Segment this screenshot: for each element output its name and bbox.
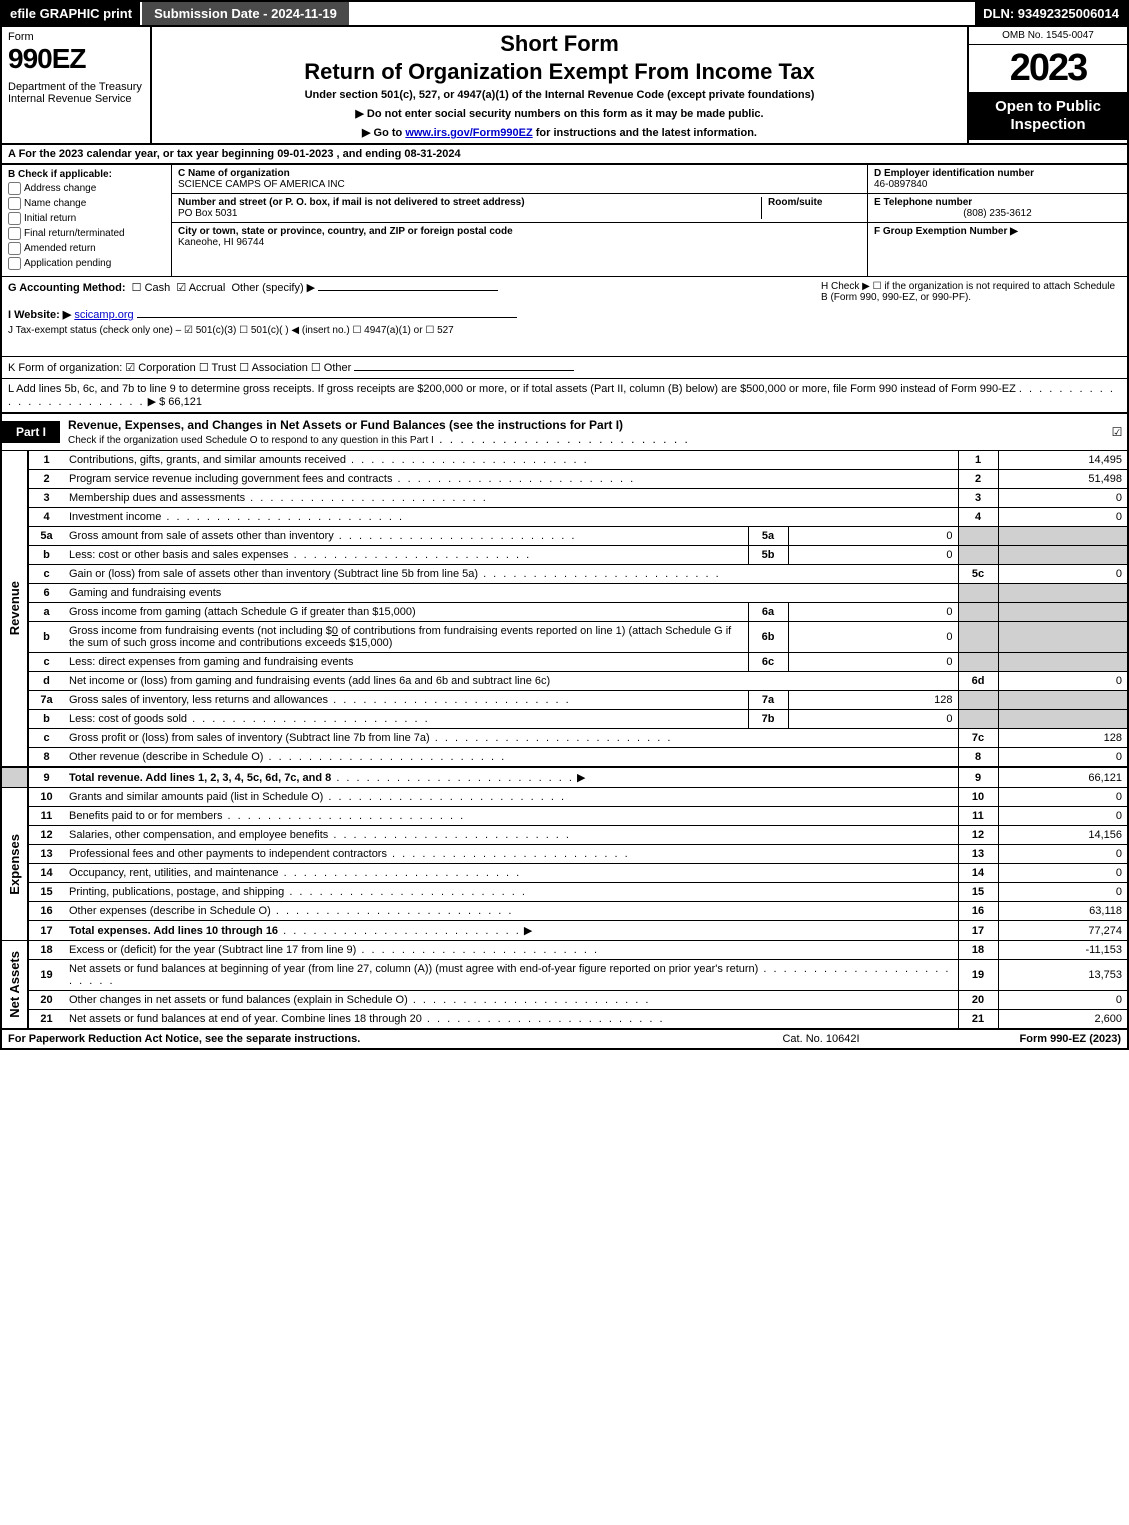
line6a-value: 0 [788,603,958,622]
city-value: Kaneohe, HI 96744 [178,237,861,248]
line6d-value: 0 [998,672,1128,691]
org-name: SCIENCE CAMPS OF AMERICA INC [178,179,861,190]
irs-link[interactable]: www.irs.gov/Form990EZ [405,127,532,139]
section-b-title: B Check if applicable: [8,169,165,180]
goto-prefix: ▶ Go to [362,127,405,139]
line18-value: -11,153 [998,941,1128,960]
part1-schedule-o-check[interactable]: ☑ [1107,425,1127,439]
section-bcdef: B Check if applicable: Address change Na… [0,165,1129,277]
section-c: C Name of organization SCIENCE CAMPS OF … [172,165,867,276]
omb-number: OMB No. 1545-0047 [969,27,1127,45]
title-subtitle: Under section 501(c), 527, or 4947(a)(1)… [160,89,959,101]
phone-label: E Telephone number [874,197,1121,208]
page-footer: For Paperwork Reduction Act Notice, see … [0,1029,1129,1050]
line4-value: 0 [998,508,1128,527]
top-bar: efile GRAPHIC print Submission Date - 20… [0,0,1129,27]
goto-line: ▶ Go to www.irs.gov/Form990EZ for instru… [160,126,959,139]
ein-label: D Employer identification number [874,168,1121,179]
check-address-change[interactable]: Address change [8,182,165,195]
street-value: PO Box 5031 [178,208,761,219]
gross-receipts-value: 66,121 [168,396,202,408]
line15-value: 0 [998,883,1128,902]
line8-value: 0 [998,748,1128,768]
goto-suffix: for instructions and the latest informat… [533,127,757,139]
check-initial-return[interactable]: Initial return [8,212,165,225]
dln-label: DLN: 93492325006014 [975,2,1127,25]
line9-value: 66,121 [998,767,1128,788]
part1-title: Revenue, Expenses, and Changes in Net As… [60,414,1107,450]
line11-value: 0 [998,807,1128,826]
check-application-pending[interactable]: Application pending [8,257,165,270]
room-label: Room/suite [768,197,861,208]
line21-value: 2,600 [998,1010,1128,1029]
form-title-block: Short Form Return of Organization Exempt… [152,27,967,143]
part1-tab: Part I [2,421,60,443]
line5c-value: 0 [998,565,1128,584]
city-label: City or town, state or province, country… [178,226,861,237]
row-a-tax-year: A For the 2023 calendar year, or tax yea… [0,145,1129,165]
ein-value: 46-0897840 [874,179,1121,190]
section-b: B Check if applicable: Address change Na… [2,165,172,276]
line13-value: 0 [998,845,1128,864]
tax-year: 2023 [969,45,1127,92]
street-label: Number and street (or P. O. box, if mail… [178,197,761,208]
line5a-value: 0 [788,527,958,546]
group-exemption-label: F Group Exemption Number ▶ [874,226,1121,237]
check-final-return[interactable]: Final return/terminated [8,227,165,240]
form-header: Form 990EZ Department of the Treasury In… [0,27,1129,145]
part1-header: Part I Revenue, Expenses, and Changes in… [0,414,1129,451]
section-i: I Website: ▶ scicamp.org [8,308,1121,321]
form-number: 990EZ [8,43,144,75]
line3-value: 0 [998,489,1128,508]
form-year-block: OMB No. 1545-0047 2023 Open to Public In… [967,27,1127,143]
line16-value: 63,118 [998,902,1128,921]
expenses-vlabel: Expenses [7,834,22,895]
line14-value: 0 [998,864,1128,883]
section-l: L Add lines 5b, 6c, and 7b to line 9 to … [0,379,1129,414]
line12-value: 14,156 [998,826,1128,845]
line7b-value: 0 [788,710,958,729]
line20-value: 0 [998,991,1128,1010]
section-k: K Form of organization: ☑ Corporation ☐ … [0,357,1129,379]
check-amended-return[interactable]: Amended return [8,242,165,255]
revenue-vlabel: Revenue [7,581,22,635]
netassets-vlabel: Net Assets [7,951,22,1018]
line1-value: 14,495 [998,451,1128,470]
line2-value: 51,498 [998,470,1128,489]
part1-table: Revenue 1Contributions, gifts, grants, a… [0,451,1129,1029]
title-line1: Short Form [160,31,959,57]
line6c-value: 0 [788,653,958,672]
department-label: Department of the Treasury Internal Reve… [8,81,144,105]
form-word: Form [8,31,144,43]
line5b-value: 0 [788,546,958,565]
line7a-value: 128 [788,691,958,710]
line10-value: 0 [998,788,1128,807]
section-def: D Employer identification number 46-0897… [867,165,1127,276]
section-j: J Tax-exempt status (check only one) – ☑… [8,325,1121,336]
footer-formref: Form 990-EZ (2023) [921,1033,1121,1045]
form-id-block: Form 990EZ Department of the Treasury In… [2,27,152,143]
section-ghij: H Check ▶ ☐ if the organization is not r… [0,277,1129,357]
check-name-change[interactable]: Name change [8,197,165,210]
org-name-label: C Name of organization [178,168,861,179]
efile-print-label[interactable]: efile GRAPHIC print [2,2,140,25]
website-link[interactable]: scicamp.org [74,309,133,321]
line6b-value: 0 [788,622,958,653]
title-line2: Return of Organization Exempt From Incom… [160,59,959,85]
line7c-value: 128 [998,729,1128,748]
warning-line: ▶ Do not enter social security numbers o… [160,107,959,120]
footer-catno: Cat. No. 10642I [721,1033,921,1045]
submission-date-label: Submission Date - 2024-11-19 [140,2,349,25]
line19-value: 13,753 [998,960,1128,991]
open-inspection-badge: Open to Public Inspection [969,92,1127,140]
section-h: H Check ▶ ☐ if the organization is not r… [821,281,1121,303]
topbar-spacer [349,2,975,25]
footer-notice: For Paperwork Reduction Act Notice, see … [8,1033,721,1045]
line17-value: 77,274 [998,921,1128,941]
phone-value: (808) 235-3612 [874,208,1121,219]
